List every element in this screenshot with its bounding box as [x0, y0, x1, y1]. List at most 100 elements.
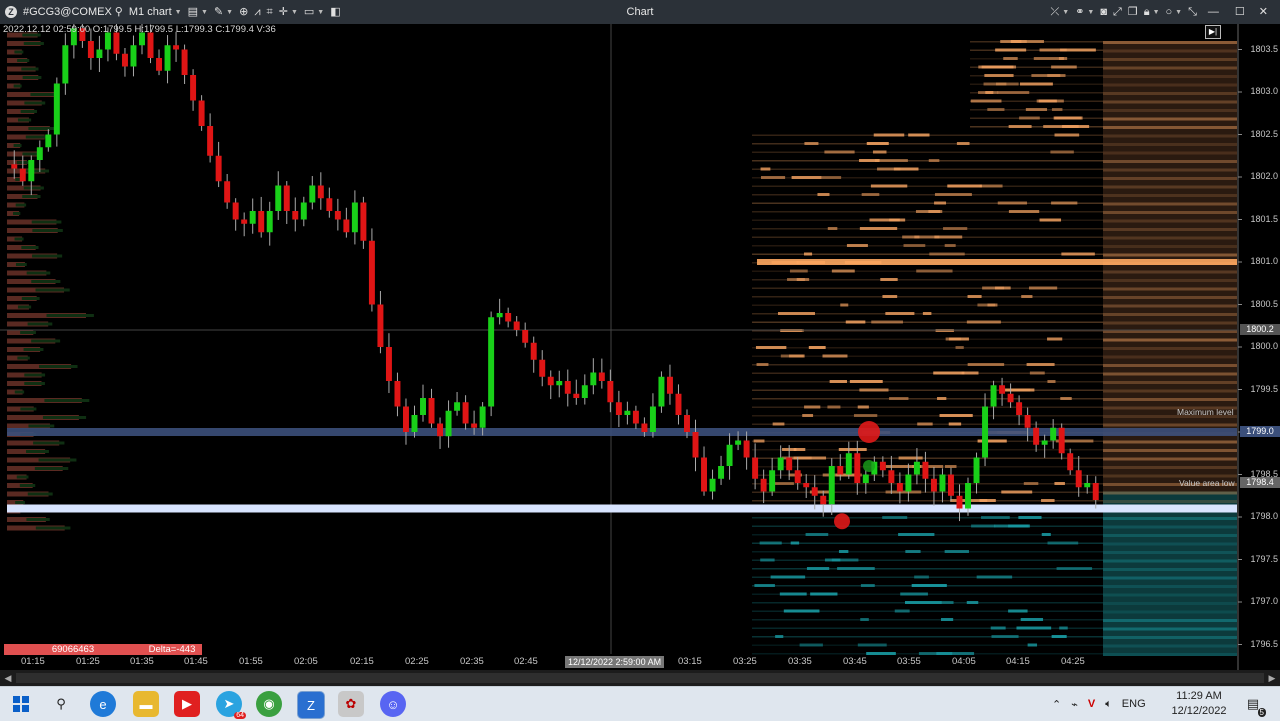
notifications-button[interactable]: ▤ 5	[1240, 691, 1266, 717]
profile-row	[1103, 168, 1237, 172]
minimize-button[interactable]: —	[1200, 0, 1227, 24]
chart-settings-icon: ▤	[187, 5, 198, 18]
candle-body	[1075, 470, 1082, 488]
file-explorer-icon[interactable]: ▬	[133, 691, 159, 717]
footprint-cell	[853, 414, 878, 417]
indicators-button[interactable]: ⩘	[251, 0, 263, 24]
footprint-cell	[1060, 397, 1072, 400]
profile-row	[1103, 653, 1237, 656]
youtube-icon[interactable]: ▶	[174, 691, 200, 717]
chrome-icon[interactable]: ◉	[256, 691, 282, 717]
profile-row	[1103, 100, 1237, 104]
screenshot-button[interactable]: ◙	[1097, 0, 1110, 24]
drawing-tools-button[interactable]: ✎ ▼	[211, 0, 236, 24]
left-profile-delta-bar	[21, 246, 39, 249]
lock-button[interactable]: 🔒︎ ▼	[1141, 0, 1163, 24]
profile-row	[1103, 177, 1237, 180]
crosshair-button[interactable]: ✛ ▼	[276, 0, 301, 24]
candle-body	[769, 470, 776, 492]
price-tick-label: 1796.5	[1250, 638, 1278, 649]
profile-row	[1103, 457, 1237, 461]
search-taskbar-button[interactable]: ⚲	[48, 691, 74, 717]
edge-icon[interactable]: e	[90, 691, 116, 717]
left-profile-delta-bar	[27, 492, 53, 496]
telegram-icon[interactable]: ➤ 64	[216, 691, 246, 719]
panel-button[interactable]: ◧	[327, 0, 343, 24]
tray-overflow-icon[interactable]: ⌃	[1052, 698, 1062, 711]
footprint-row	[752, 483, 1103, 485]
chart-settings-button[interactable]: ▤ ▼	[185, 0, 211, 24]
footprint-cell	[949, 337, 969, 341]
close-button[interactable]: ✕	[1253, 0, 1274, 24]
footprint-cell	[1029, 371, 1045, 375]
maximize-button[interactable]: ☐	[1227, 0, 1253, 24]
profile-row	[1103, 228, 1237, 231]
trading-app-icon[interactable]: Z	[297, 691, 325, 719]
footprint-row	[752, 330, 1103, 332]
candle-body	[479, 406, 486, 428]
notification-icon: ▤	[1246, 696, 1260, 711]
footprint-row	[752, 304, 1103, 306]
candle-body	[1016, 402, 1023, 415]
footprint-row	[752, 253, 1103, 255]
footprint-cell	[880, 278, 898, 281]
candle-body	[87, 41, 94, 58]
candle-body	[1024, 415, 1031, 428]
footprint-row	[970, 66, 1103, 68]
clone-button[interactable]: ❐	[1125, 0, 1141, 24]
scroll-end-button[interactable]: ▶|	[1205, 25, 1221, 39]
templates-button[interactable]: ⌗	[264, 0, 276, 24]
link-button[interactable]: ⚭ ▼	[1072, 0, 1097, 24]
time-tick-label: 03:45	[843, 656, 867, 667]
candle-body	[121, 53, 128, 67]
profile-row	[1103, 151, 1237, 155]
value-area-low-band	[7, 504, 1237, 513]
antivirus-icon[interactable]: V	[1087, 698, 1096, 710]
candle-body	[598, 372, 605, 381]
language-indicator[interactable]: ENG	[1121, 698, 1146, 710]
time-axis[interactable]: 01:15 01:25 01:35 01:45 01:55 02:05 02:15 02:25…	[0, 654, 1240, 670]
chart-type-selector[interactable]: M1 chart ▼	[126, 0, 185, 24]
chart-area[interactable]: 2022.12.12 02:59:00 O:1799.5 H:1799.5 L:…	[0, 24, 1280, 670]
clock-date: 12/12/2022	[1171, 705, 1227, 717]
footprint-cell	[940, 618, 954, 621]
search-icon[interactable]: ⚲	[114, 5, 123, 18]
footprint-row	[752, 449, 1103, 451]
candle-body	[139, 32, 145, 46]
layout-button[interactable]: ▭ ▼	[301, 0, 327, 24]
app-logo-icon: Z	[5, 6, 17, 18]
profile-row	[1103, 41, 1237, 44]
profile-row	[1103, 109, 1237, 112]
chart-canvas[interactable]	[0, 24, 1280, 670]
restore-window-button[interactable]: ⤡	[1185, 0, 1200, 24]
footprint-cell	[936, 652, 975, 655]
taskbar-clock[interactable]: 11:29 AM 12/12/2022	[1164, 689, 1234, 719]
left-profile-delta-bar	[32, 229, 63, 232]
zoom-button[interactable]: ⊕	[236, 0, 251, 24]
template-icon: ⌗	[266, 5, 273, 18]
network-icon[interactable]: ⌁	[1071, 698, 1078, 711]
magnet-button[interactable]: ⤫ ▼	[1047, 0, 1072, 24]
last-price-box: 1798.4	[1240, 477, 1280, 488]
profile-row	[1103, 619, 1237, 622]
fullscreen-button[interactable]: ⤢	[1110, 0, 1125, 24]
left-profile-delta-bar	[13, 212, 21, 215]
horizontal-scrollbar[interactable]: ◀ ▶	[0, 670, 1280, 686]
volume-icon[interactable]: 🔈︎	[1105, 697, 1112, 710]
color-button[interactable]: ○ ▼	[1163, 0, 1186, 24]
profile-row	[1103, 644, 1237, 648]
scroll-right-icon[interactable]: ▶	[1268, 673, 1276, 683]
footprint-cell	[1051, 201, 1078, 205]
profile-row	[1103, 160, 1237, 163]
max-level-price-box: 1799.0	[1240, 426, 1280, 437]
discord-icon[interactable]: ☺	[380, 691, 406, 717]
price-tick-label: 1801.5	[1250, 213, 1278, 224]
scroll-left-icon[interactable]: ◀	[4, 673, 12, 683]
left-profile-delta-bar	[22, 152, 42, 156]
start-button[interactable]	[8, 691, 34, 717]
other-app-icon[interactable]: ✿	[338, 691, 364, 717]
symbol-selector[interactable]: #GCG3@COMEX ⚲	[20, 0, 126, 24]
scroll-thumb[interactable]	[16, 673, 1264, 683]
footprint-cell	[908, 133, 930, 137]
profile-row	[1103, 466, 1237, 469]
